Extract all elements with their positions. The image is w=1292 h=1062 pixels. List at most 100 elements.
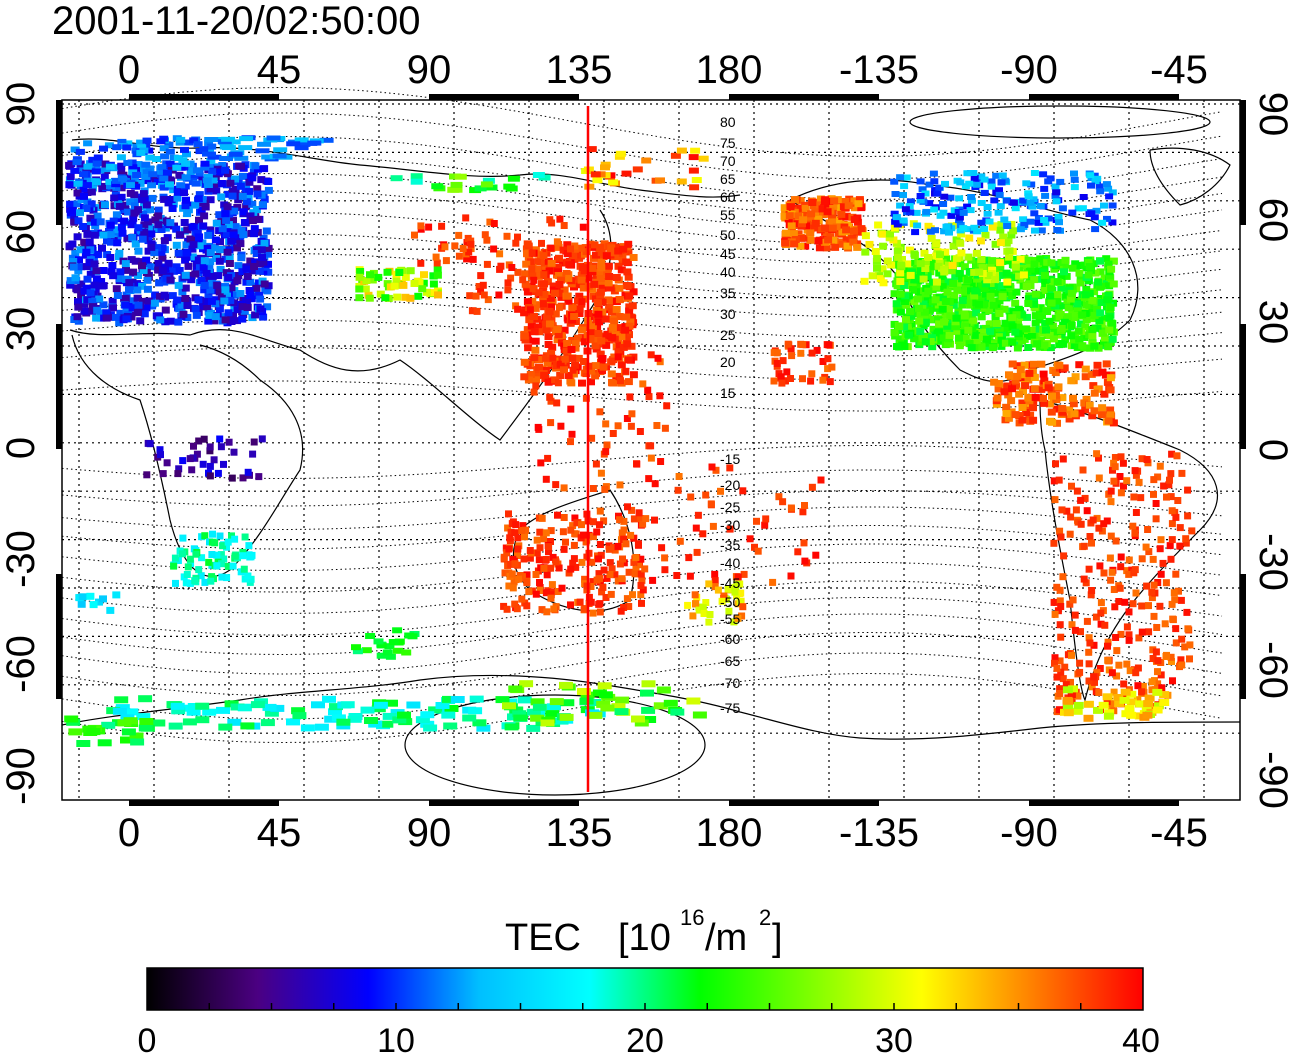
tec-point [1096,188,1105,195]
tec-point [187,703,202,710]
tec-point [582,394,590,402]
tec-point [199,146,209,153]
tec-point [210,244,219,252]
tec-point [554,588,562,595]
tec-point [1125,556,1133,564]
tec-point [485,184,498,191]
tec-point [365,633,376,639]
tec-point [1169,677,1176,685]
tec-point [191,577,199,585]
tec-point [582,248,591,256]
colorbar-unit-exp2: 2 [759,905,771,930]
tec-point [616,560,624,568]
tec-point [230,448,238,456]
tec-point [1105,326,1114,334]
tec-point [463,255,471,263]
lat-tick-right-0: 0 [1251,439,1292,461]
tec-point [544,299,553,307]
tec-point [234,272,243,279]
tec-point [534,250,543,258]
tec-point [850,216,859,224]
tec-point [1077,496,1085,504]
tec-point [1107,487,1115,495]
tec-point [264,250,272,258]
tec-point [1002,239,1011,247]
tec-point [501,569,509,577]
tec-point [593,528,601,536]
tec-point [994,380,1003,387]
tec-point [244,572,252,580]
tec-point [168,292,177,300]
tec-point [238,268,247,276]
tec-point [578,298,586,306]
tec-point [628,302,637,310]
tec-point [181,174,191,181]
tec-point [1123,660,1131,668]
tec-point [1071,611,1079,619]
tec-point [627,531,635,539]
tec-point [895,323,904,330]
tec-point [960,312,969,320]
tec-point [1008,385,1016,393]
tec-point [226,139,241,145]
tec-point [86,592,95,600]
tec-point [69,263,78,271]
tec-point [1090,389,1099,397]
tec-point [186,555,194,563]
tec-point [86,270,95,278]
tec-point [976,292,985,300]
tec-point [1132,509,1140,516]
tec-point [998,172,1007,179]
tec-point [1040,185,1049,192]
tec-point [796,242,805,250]
tec-point [1029,196,1038,203]
tec-point [95,295,104,303]
tec-point [578,521,585,529]
tec-point [198,554,206,562]
tec-point [1091,269,1100,277]
tec-point [80,192,88,200]
tec-point [1011,205,1020,212]
tec-point [1068,209,1077,216]
tec-point [132,172,142,178]
tec-point [502,702,516,710]
tec-point [1059,455,1067,463]
tec-point [601,315,610,323]
tec-point [74,217,83,225]
tec-point [1100,339,1108,347]
tec-point [218,225,227,233]
tec-point [252,250,261,257]
tec-point [1079,466,1087,474]
tec-point [1034,215,1043,221]
tec-point [218,560,225,568]
tec-point [582,538,590,546]
lon-ticks-bottom: 0 45 90 135 180 -135 -90 -45 [118,811,1208,855]
tec-point [630,515,638,523]
tec-point [91,168,101,175]
tec-point [530,388,538,396]
tec-point [212,219,221,227]
tec-point [1102,181,1111,188]
tec-point [637,591,645,599]
tec-point [993,394,1002,402]
tec-point [423,288,431,296]
tec-point [217,193,226,201]
tec-point [824,236,833,244]
tec-point [949,296,958,304]
tec-point [87,188,96,196]
tec-point [227,237,236,245]
tec-point [600,566,608,574]
tec-point [1051,369,1060,377]
tec-point [243,273,252,280]
tec-point [83,198,92,206]
tec-point [1013,372,1022,380]
tec-point [88,184,97,192]
tec-point [1000,305,1009,313]
tec-point [1138,602,1146,610]
tec-point [954,307,963,315]
tec-point [1168,536,1176,544]
tec-point [784,340,792,348]
tec-point [1169,615,1177,623]
tec-point [174,281,183,289]
tec-point [620,559,628,567]
